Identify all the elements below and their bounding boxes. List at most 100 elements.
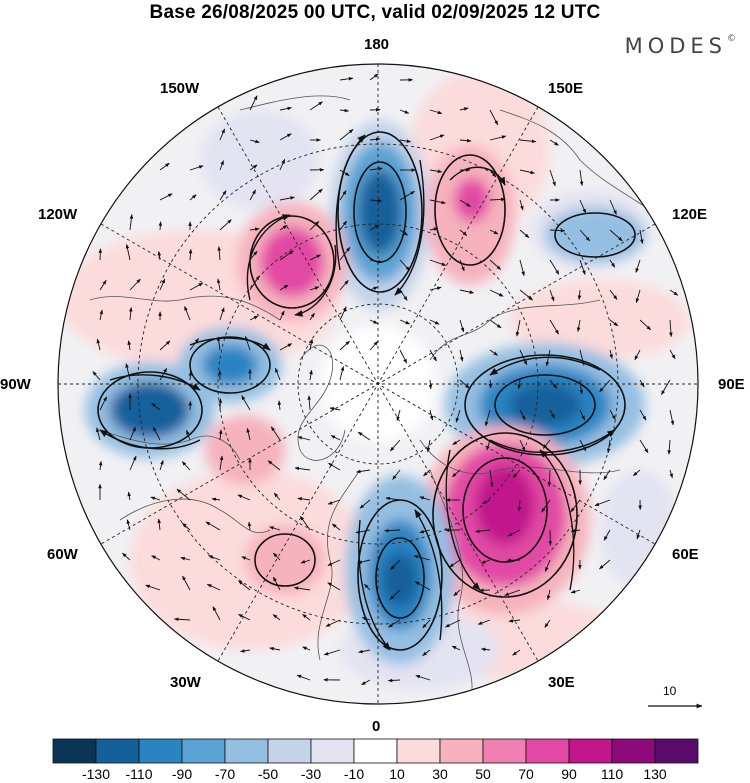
wind-vectors (92, 73, 679, 686)
wind-vector (634, 349, 641, 361)
wind-vector (507, 529, 521, 537)
wind-vector (274, 367, 281, 381)
coastline (239, 95, 351, 111)
wind-vector (477, 619, 491, 625)
lon-label-60w: 60W (47, 546, 78, 563)
wind-vector (399, 139, 412, 143)
wind-vector (188, 248, 193, 261)
wind-vector (297, 436, 311, 441)
wind-vector (328, 462, 341, 471)
colorbar-swatch (611, 738, 656, 764)
wind-vector (484, 409, 491, 427)
wind-vector (208, 555, 221, 561)
wind-vector (609, 259, 616, 268)
wind-vector (151, 402, 161, 411)
lon-label-120e: 120E (672, 206, 708, 223)
wind-vector (385, 496, 401, 501)
coastline (119, 498, 271, 534)
anomaly-field (200, 110, 320, 210)
wind-vector (519, 289, 533, 301)
coastline (419, 439, 621, 474)
colorbar-tick-label: 90 (561, 766, 577, 782)
wind-vector (273, 552, 281, 561)
wind-vector (455, 409, 461, 423)
wind-vector (182, 575, 191, 591)
contour (189, 336, 271, 394)
colorbar-swatch (568, 738, 613, 764)
wind-vector (544, 619, 551, 628)
wind-vector (419, 496, 431, 501)
coastlines (89, 95, 651, 701)
wind-vector (519, 169, 535, 175)
wind-vector (218, 398, 223, 411)
wind-vector (294, 466, 311, 471)
wind-vector (639, 439, 649, 454)
wind-vector (452, 469, 461, 478)
colorbar-swatch (396, 738, 441, 764)
wind-vector (129, 455, 137, 471)
contour (434, 154, 506, 266)
anomaly-high-70w (205, 415, 285, 485)
wind-vector (219, 190, 227, 201)
lon-label-60e: 60E (672, 546, 699, 563)
wind-vector (399, 229, 408, 236)
wind-vector (339, 279, 349, 291)
wind-vector (480, 559, 491, 564)
wind-vector (508, 619, 521, 623)
wind-vector (609, 319, 619, 327)
wind-vector (249, 275, 260, 291)
wind-vector (189, 165, 204, 171)
wind-vector (339, 108, 350, 113)
wind-vector (489, 349, 498, 356)
wind-vector (422, 649, 431, 656)
wind-vector (181, 461, 191, 471)
colorbar-swatch (138, 738, 183, 764)
streamline (489, 356, 601, 376)
streamline (246, 214, 291, 301)
wind-vector (519, 229, 530, 238)
wind-vector (661, 379, 671, 395)
wind-vector (219, 307, 225, 321)
wind-vector (309, 338, 314, 351)
wind-vector (307, 395, 312, 411)
wind-vector (300, 559, 311, 564)
wind-vector (639, 319, 652, 331)
colorbar-tick-label: -90 (171, 766, 193, 782)
wind-vector (399, 259, 410, 271)
wind-vector (579, 379, 584, 395)
wind-vector (429, 259, 447, 266)
wind-vector (157, 518, 161, 531)
wind-vector (546, 589, 551, 601)
wind-vector (309, 312, 315, 321)
wind-vector (357, 431, 371, 441)
wind-vector (96, 338, 101, 351)
wind-vector (216, 336, 221, 351)
wind-vector (150, 496, 161, 501)
wind-vector (415, 675, 431, 681)
wind-vector (279, 133, 292, 141)
lon-label-120w: 120W (38, 206, 78, 223)
wind-vector (459, 199, 471, 207)
colorbar-swatch (353, 738, 398, 764)
colorbar-tick-label: -30 (300, 766, 322, 782)
wind-vector (459, 349, 464, 362)
wind-vector (519, 139, 537, 144)
wind-vector (639, 379, 645, 388)
wind-vector (579, 349, 585, 366)
wind-vector (489, 109, 499, 126)
colorbar-swatch (52, 738, 97, 764)
wind-vector (129, 307, 133, 321)
wind-vector (339, 366, 345, 381)
wind-vector (357, 559, 371, 564)
wind-vector (240, 649, 251, 653)
wind-vector (549, 319, 559, 335)
wind-vector (279, 225, 288, 231)
wind-vector (217, 246, 221, 261)
wind-vector (489, 289, 504, 297)
wind-vector (219, 219, 232, 231)
wind-vector (361, 679, 371, 686)
wind-vector (452, 439, 461, 445)
wind-vector (512, 469, 521, 478)
wind-vector (279, 284, 289, 291)
wind-vector (238, 580, 251, 591)
